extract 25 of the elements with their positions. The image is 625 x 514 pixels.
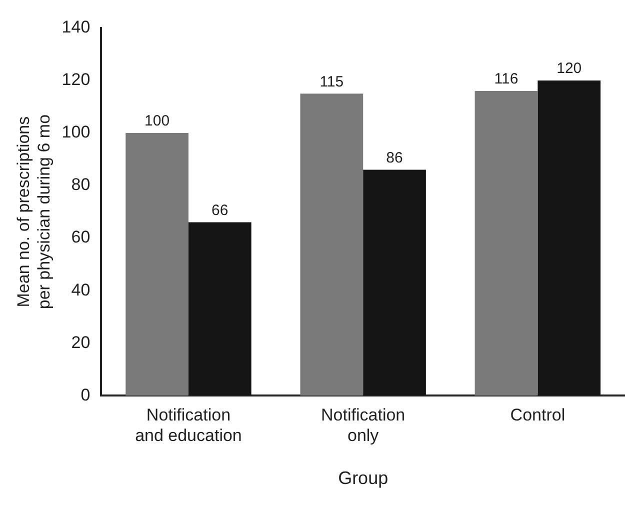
x-tick-label: Notification and education	[135, 405, 242, 445]
bar	[126, 133, 188, 396]
x-tick-label: Control	[510, 405, 566, 424]
bar	[538, 80, 601, 396]
y-tick-label: 80	[71, 175, 90, 194]
y-tick-label: 60	[71, 228, 90, 247]
bar	[188, 222, 252, 396]
data-label: 100	[144, 112, 170, 130]
data-label: 115	[320, 73, 344, 90]
y-tick-label: 20	[71, 332, 90, 352]
bar	[300, 94, 364, 396]
x-tick-label: Notification only	[321, 405, 406, 445]
y-tick-label: 120	[62, 70, 90, 90]
y-tick-label: 140	[62, 18, 90, 37]
data-label: 66	[212, 202, 228, 219]
y-tick-label: 0	[80, 385, 90, 404]
bar	[474, 91, 538, 396]
x-axis-title: Group	[338, 468, 388, 488]
data-label: 120	[556, 60, 582, 78]
data-label: 116	[494, 70, 518, 88]
y-tick-label: 40	[71, 280, 90, 300]
bar	[363, 170, 426, 396]
data-label: 86	[386, 149, 403, 166]
y-axis-title: Mean no. of prescriptions per physician during 6 mo	[14, 114, 54, 310]
y-tick-label: 100	[62, 122, 90, 142]
